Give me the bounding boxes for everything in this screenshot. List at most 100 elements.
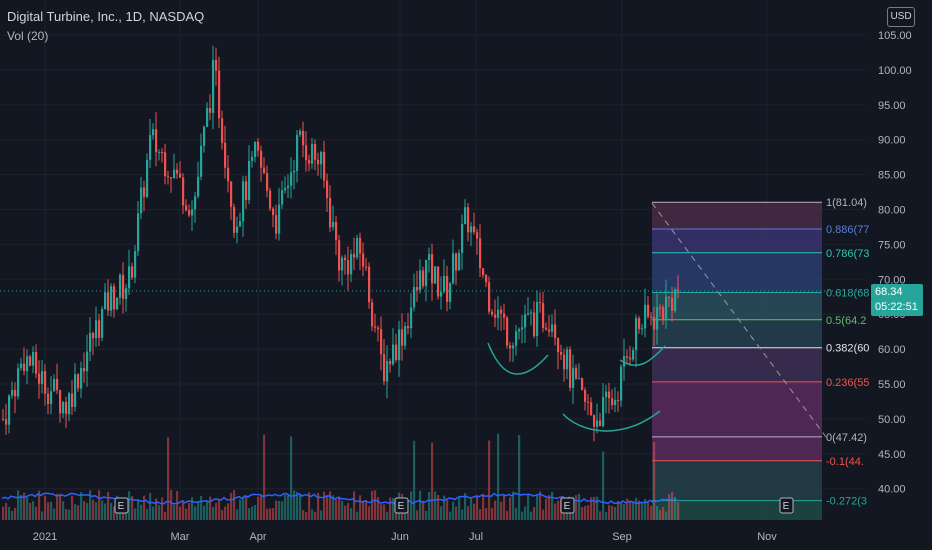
volume-bar: [449, 511, 452, 520]
earnings-marker[interactable]: [779, 497, 794, 514]
candle-body: [47, 393, 50, 404]
candle-body: [128, 266, 131, 289]
volume-bar: [269, 508, 272, 520]
volume-bar: [287, 495, 290, 520]
candle-body: [242, 181, 245, 222]
y-axis-label: 90.00: [878, 135, 906, 147]
candle-body: [278, 204, 281, 234]
volume-bar: [428, 492, 431, 520]
volume-bar: [122, 511, 125, 520]
candles: [2, 45, 680, 442]
volume-bar: [200, 495, 203, 520]
currency-button[interactable]: USD: [887, 7, 915, 27]
earnings-marker[interactable]: [394, 497, 409, 514]
volume-bar: [5, 502, 8, 520]
candle-body: [119, 274, 122, 298]
volume-bar: [299, 493, 302, 520]
candle-body: [488, 282, 491, 312]
volume-bar: [71, 495, 74, 520]
candle-body: [272, 208, 275, 216]
candle-body: [71, 393, 74, 407]
symbol-title: Digital Turbine, Inc., 1D, NASDAQ: [7, 9, 205, 24]
candle-body: [206, 107, 209, 127]
x-axis[interactable]: 2021 Mar Apr Jun Jul Sep Nov: [0, 520, 932, 550]
volume-bar: [89, 490, 92, 520]
volume-bar: [416, 510, 419, 520]
cup-curve-3[interactable]: [619, 345, 666, 366]
volume-bar: [326, 495, 329, 520]
candle-body: [116, 297, 119, 310]
candle-body: [236, 226, 239, 233]
volume-bar: [350, 508, 353, 520]
volume-bar: [413, 440, 416, 520]
volume-bar: [251, 506, 254, 520]
candle-body: [401, 329, 404, 346]
volume-bar: [365, 500, 368, 520]
candle-body: [11, 389, 14, 396]
candle-body: [446, 276, 449, 302]
cup-curve-1[interactable]: [487, 342, 549, 375]
fib-zone: [652, 436, 822, 461]
candle-body: [188, 210, 191, 216]
volume-indicator-label[interactable]: Vol (20): [7, 29, 49, 43]
candle-body: [35, 351, 38, 374]
x-axis-label: Nov: [757, 531, 777, 543]
drawings[interactable]: [0, 202, 866, 438]
volume-bar: [419, 490, 422, 520]
candle-body: [353, 254, 356, 258]
candle-body: [182, 177, 185, 206]
candle-body: [509, 345, 512, 349]
volume-bar: [614, 507, 617, 520]
candle-body: [245, 181, 248, 201]
candle-body: [506, 317, 509, 346]
volume-bar: [236, 509, 239, 520]
earnings-marker[interactable]: [560, 497, 575, 514]
volume-bar: [440, 506, 443, 520]
candle-body: [284, 187, 287, 191]
candle-body: [311, 144, 314, 164]
volume-bar: [527, 494, 530, 520]
candle-body: [518, 329, 521, 332]
earnings-marker[interactable]: [114, 497, 129, 514]
cup-curve-2[interactable]: [562, 410, 661, 432]
candle-body: [95, 320, 98, 339]
trend-dashed-line[interactable]: [651, 202, 827, 438]
fibonacci-retracement[interactable]: 1(81.04) 0.886(77 0.786(73 0.618(68 0.5(64.2…: [652, 197, 869, 533]
volume-bar: [620, 502, 623, 520]
volume-bar: [191, 497, 194, 520]
fib-zone: [652, 381, 822, 437]
y-axis-label: 75.00: [878, 239, 906, 251]
x-axis-label: Jul: [469, 531, 483, 543]
y-axis[interactable]: 105.00 100.00 95.00 90.00 85.00 80.00 75.00 70.…: [878, 30, 912, 496]
candle-body: [65, 401, 68, 415]
candle-body: [329, 197, 332, 228]
x-axis-label: Jun: [391, 531, 409, 543]
candle-body: [512, 345, 515, 349]
candle-body: [221, 118, 224, 143]
volume-bar: [203, 505, 206, 520]
candle-body: [260, 150, 263, 168]
volume-bar: [146, 508, 149, 520]
candle-body: [356, 237, 359, 258]
last-price-tag: 68.34 05:22:51: [871, 284, 923, 316]
x-axis-label: Apr: [249, 531, 266, 543]
candle-body: [371, 302, 374, 327]
volume-bar: [584, 506, 587, 520]
volume-bar: [317, 492, 320, 520]
candle-body: [86, 351, 89, 372]
volume-bar: [371, 490, 374, 520]
volume-bar: [65, 508, 68, 520]
fib-zone: [652, 202, 822, 230]
candle-body: [662, 307, 665, 320]
candle-body: [251, 156, 254, 161]
volume-bar: [38, 490, 41, 520]
candle-body: [296, 134, 299, 171]
candle-body: [593, 414, 596, 427]
volume-bar: [596, 496, 599, 520]
candle-body: [62, 401, 65, 414]
candle-body: [101, 309, 104, 338]
candle-body: [335, 221, 338, 241]
candle-body: [248, 160, 251, 201]
